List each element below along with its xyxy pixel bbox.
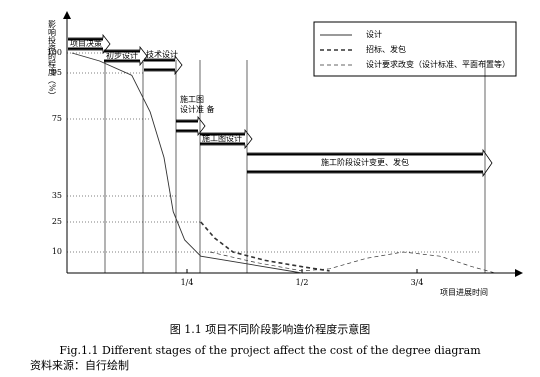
stage-arrow [176,115,206,137]
stage-arrow [247,148,493,178]
caption-cn: 图 1.1 项目不同阶段影响造价程度示意图 [170,322,371,336]
legend [313,21,517,77]
stage-label: 技术设计 [146,49,178,59]
x-tick-label: 1/4 [181,278,194,287]
series-line [200,221,330,272]
y-tick-label: 35 [52,191,62,200]
legend-label: 设计要求改变（设计标准、平面布置等） [366,59,510,69]
x-tick-label: 1/2 [296,278,309,287]
x-tick-label: 3/4 [411,278,424,287]
caption-en: Fig.1.1 Different stages of the project … [59,344,481,357]
stage-label: 施工图 [180,94,204,104]
stage-arrow [200,128,253,150]
y-tick-label: 100 [47,48,62,57]
series-line [209,251,496,274]
series-line [71,52,303,274]
stage-arrow [144,54,183,76]
legend-label: 招标、发包 [366,44,406,54]
caption-source: 资料来源：自行绘制 [30,358,129,372]
stage-label: 施工图设计 [202,133,242,143]
stage-label: 项目决策 [70,38,102,48]
legend-label: 设计 [366,29,382,39]
y-tick-label: 25 [52,217,62,226]
stage-label: 设计准 备 [180,104,215,114]
stage-arrow [68,33,111,55]
y-tick-label: 10 [52,247,62,256]
x-axis-label: 项目进展时间 [440,287,488,297]
stage-label: 施工阶段设计变更、发包 [321,157,409,167]
stage-label: 初步设计 [106,50,138,60]
y-axis-label: 影响投资的程度（%） [48,19,57,100]
stage-arrow [104,45,148,67]
y-tick-label: 95 [52,68,62,77]
y-tick-label: 75 [52,114,62,123]
